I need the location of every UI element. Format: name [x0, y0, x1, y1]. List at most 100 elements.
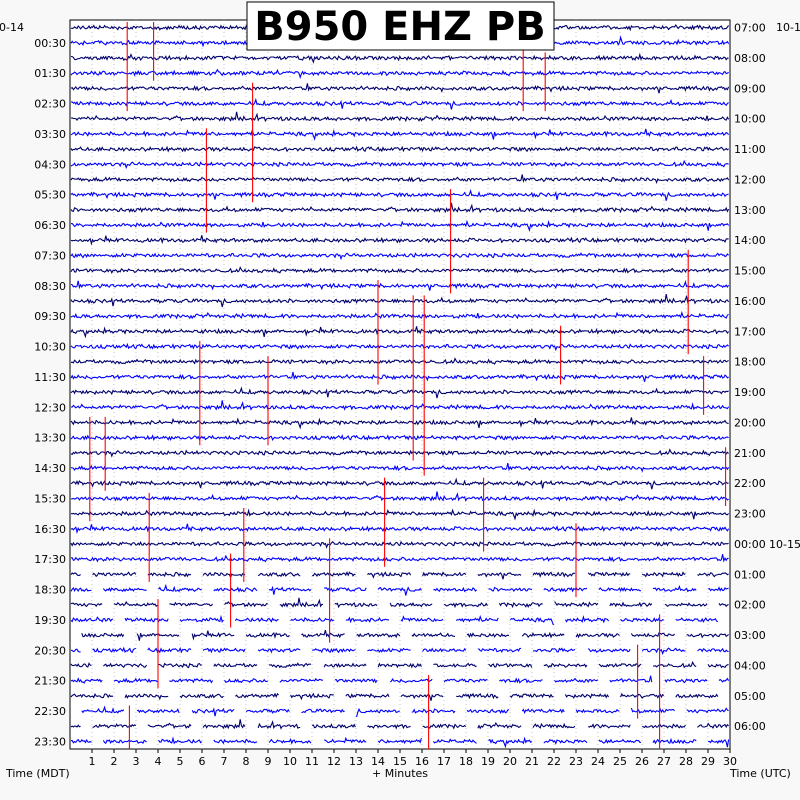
x-tick-label: 28: [679, 755, 693, 768]
left-time-label: 14:30: [34, 462, 66, 475]
left-time-label: 16:30: [34, 523, 66, 536]
right-time-label: 05:00: [734, 690, 766, 703]
trace-row: [70, 357, 729, 366]
x-tick-label: 26: [635, 755, 649, 768]
trace-row: [70, 571, 729, 580]
trace-row: [70, 540, 729, 549]
left-time-label: 19:30: [34, 614, 66, 627]
left-time-label: 03:30: [34, 128, 66, 141]
trace-row: [70, 52, 729, 64]
trace-row: [70, 462, 730, 473]
x-tick-label: 25: [613, 755, 627, 768]
x-tick-label: 20: [503, 755, 517, 768]
trace-row: [70, 371, 729, 382]
x-tick-label: 30: [723, 755, 737, 768]
right-time-label: 12:00: [734, 173, 766, 186]
left-time-label: 10:30: [34, 341, 66, 354]
left-time-label: 17:30: [34, 553, 66, 566]
right-time-label: 02:00: [734, 599, 766, 612]
trace-row: [70, 83, 730, 94]
trace-row: [70, 189, 729, 201]
right-time-label: 06:00: [734, 720, 766, 733]
x-tick-label: 29: [701, 755, 715, 768]
right-time-label: 09:00: [734, 82, 766, 95]
right-time-label: 20:00: [734, 416, 766, 429]
trace-row: [70, 675, 730, 684]
trace-row: [70, 280, 730, 291]
seismic-traces: [70, 21, 730, 749]
trace-row: [70, 128, 730, 141]
x-tick-label: 22: [547, 755, 561, 768]
right-time-label: 04:00: [734, 659, 766, 672]
left-time-label: 09:30: [34, 310, 66, 323]
right-time-label: 21:00: [734, 447, 766, 460]
x-tick-label: 5: [177, 755, 184, 768]
x-tick-label: 10: [283, 755, 297, 768]
right-time-label: 16:00: [734, 295, 766, 308]
trace-row: [70, 266, 729, 274]
right-time-label: 00:00: [734, 538, 766, 551]
right-time-label: 11:00: [734, 143, 766, 156]
right-top-date: 10-1: [776, 21, 800, 34]
right-time-label: 07:00: [734, 22, 766, 35]
right-time-label: 19:00: [734, 386, 766, 399]
left-time-label: 12:30: [34, 401, 66, 414]
x-tick-label: 19: [481, 755, 495, 768]
x-tick-label: 13: [349, 755, 363, 768]
x-tick-label: 23: [569, 755, 583, 768]
left-time-label: 18:30: [34, 584, 66, 597]
right-time-label: 14:00: [734, 234, 766, 247]
trace-row: [70, 97, 729, 110]
trace-row: [70, 523, 730, 535]
chart-title: B950 EHZ PB: [254, 4, 545, 50]
right-axis-caption: Time (UTC): [729, 767, 791, 780]
x-tick-label: 9: [265, 755, 272, 768]
left-time-label: 06:30: [34, 219, 66, 232]
trace-row: [70, 583, 729, 596]
left-time-label: 08:30: [34, 280, 66, 293]
x-tick-label: 27: [657, 755, 671, 768]
x-axis-caption: + Minutes: [372, 767, 428, 780]
right-time-label: 15:00: [734, 265, 766, 278]
minute-tick-labels: 1 2 3 4 5 6 7 8 9 10 11 12 13 14 15 16 17 18 19 20 21 22 23 24 2…: [89, 755, 738, 768]
x-tick-label: 16: [415, 755, 429, 768]
right-date-change-label: 10-15: [769, 538, 800, 551]
left-top-date: 10-14: [0, 21, 24, 34]
trace-row: [71, 219, 730, 233]
x-tick-label: 2: [111, 755, 118, 768]
trace-row: [70, 554, 729, 563]
right-time-label: 17:00: [734, 325, 766, 338]
trace-row: [70, 386, 729, 399]
x-tick-label: 6: [199, 755, 206, 768]
trace-row: [70, 508, 730, 521]
right-time-label: 18:00: [734, 356, 766, 369]
right-time-label: 03:00: [734, 629, 766, 642]
trace-row: [70, 719, 729, 730]
left-time-label: 23:30: [34, 735, 66, 748]
trace-row: [70, 293, 730, 308]
x-tick-label: 21: [525, 755, 539, 768]
right-time-labels: 07:00 08:00 09:00 10:00 11:00 12:00 13:00 14:00…: [734, 22, 800, 734]
x-tick-label: 4: [155, 755, 162, 768]
left-time-label: 00:30: [34, 37, 66, 50]
x-tick-label: 18: [459, 755, 473, 768]
x-tick-label: 12: [327, 755, 341, 768]
x-tick-label: 11: [305, 755, 319, 768]
trace-row: [70, 417, 729, 430]
trace-row: [70, 174, 730, 185]
left-time-label: 22:30: [34, 705, 66, 718]
axis-ticks: [91, 749, 731, 753]
x-tick-label: 8: [243, 755, 250, 768]
trace-row: [70, 660, 729, 669]
trace-row: [70, 448, 729, 458]
trace-row: [70, 491, 729, 502]
x-tick-label: 17: [437, 755, 451, 768]
left-time-label: 15:30: [34, 492, 66, 505]
left-time-label: 20:30: [34, 644, 66, 657]
right-time-label: 23:00: [734, 508, 766, 521]
trace-row: [70, 202, 730, 214]
x-tick-label: 24: [591, 755, 605, 768]
x-tick-label: 15: [393, 755, 407, 768]
left-time-label: 01:30: [34, 67, 66, 80]
